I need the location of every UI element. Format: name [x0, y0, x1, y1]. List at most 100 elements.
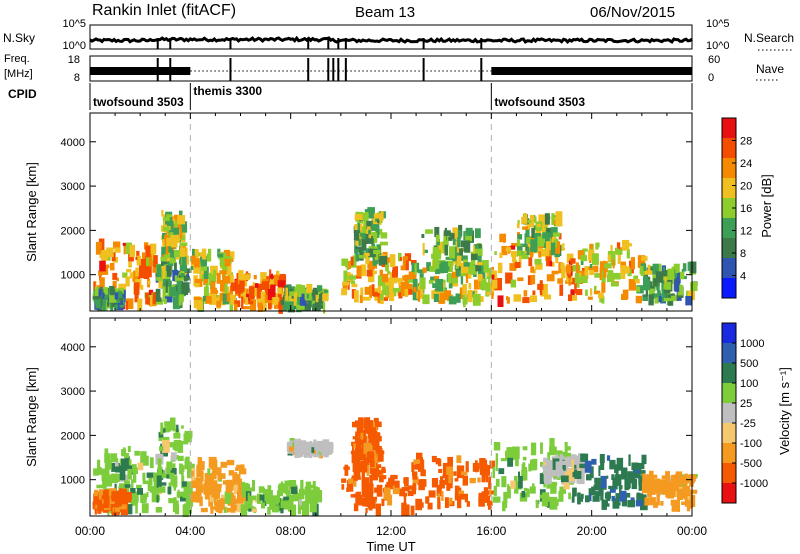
heatmap-cell [415, 461, 421, 470]
heatmap-cell [94, 489, 98, 497]
heatmap-cell [543, 460, 552, 472]
heatmap-cell [181, 282, 190, 292]
heatmap-cell [638, 465, 642, 474]
velocity-heatmap-blocks [92, 417, 698, 518]
colorbar-swatch [722, 138, 736, 159]
heatmap-cell [385, 484, 391, 488]
heatmap-cell [421, 234, 425, 238]
heatmap-cell [176, 277, 183, 281]
heatmap-cell [236, 503, 244, 513]
heatmap-cell [363, 460, 366, 465]
heatmap-cell [385, 277, 389, 289]
heatmap-cell [272, 495, 281, 505]
heatmap-cell [637, 462, 645, 470]
heatmap-cell [420, 469, 426, 477]
heatmap-cell [663, 267, 666, 272]
heatmap-cell [121, 449, 127, 457]
heatmap-cell [653, 474, 658, 479]
heatmap-cell [106, 479, 113, 487]
heatmap-cell [621, 467, 628, 480]
heatmap-cell [292, 492, 300, 502]
heatmap-cell [607, 270, 614, 279]
heatmap-cell [304, 441, 311, 453]
heatmap-cell [405, 504, 410, 517]
heatmap-cell [164, 421, 173, 427]
heatmap-cell [485, 474, 488, 483]
heatmap-cell [132, 464, 137, 473]
heatmap-cell [478, 496, 485, 507]
heatmap-cell [209, 480, 218, 492]
heatmap-cell [368, 248, 373, 257]
heatmap-cell [379, 241, 388, 246]
heatmap-cell [208, 456, 217, 468]
heatmap-cell [427, 502, 433, 510]
heatmap-cell [394, 481, 400, 488]
heatmap-cell [278, 502, 282, 511]
x-tick-label: 16:00 [476, 524, 506, 538]
heatmap-cell [97, 467, 102, 475]
heatmap-cell [661, 291, 666, 303]
heatmap-cell [166, 265, 172, 277]
heatmap-cell [257, 302, 263, 312]
heatmap-cell [341, 484, 345, 490]
heatmap-cell [649, 281, 655, 295]
heatmap-cell [506, 447, 515, 454]
heatmap-cell [161, 439, 170, 453]
heatmap-cell [522, 297, 530, 304]
velocity-panel: 1000 2000 3000 4000 00:00 04:00 08:00 12:00 16:… [24, 317, 792, 554]
heatmap-cell [371, 469, 379, 481]
heatmap-cell [517, 244, 522, 257]
cpid-segment-label: twofsound 3503 [494, 95, 585, 109]
heatmap-cell [290, 486, 298, 494]
heatmap-cell [103, 287, 108, 295]
colorbar-tick-label: -1000 [740, 478, 768, 490]
heatmap-cell [176, 491, 184, 498]
heatmap-cell [142, 472, 146, 481]
heatmap-cell [425, 229, 433, 234]
colorbar-tick-label: -500 [740, 458, 762, 470]
heatmap-cell [457, 496, 462, 509]
heatmap-cell [568, 272, 571, 286]
heatmap-cell [168, 229, 175, 233]
heatmap-cell [229, 299, 233, 312]
heatmap-cell [179, 236, 186, 241]
heatmap-cell [402, 275, 409, 281]
heatmap-cell [643, 276, 648, 287]
heatmap-cell [652, 478, 658, 490]
heatmap-cell [616, 242, 621, 251]
heatmap-cell [648, 484, 656, 491]
heatmap-cell [233, 303, 238, 311]
heatmap-cell [364, 417, 371, 429]
heatmap-cell [467, 289, 473, 303]
heatmap-cell [196, 464, 202, 478]
colorbar-swatch [722, 178, 736, 199]
heatmap-cell [654, 297, 659, 304]
heatmap-cell [162, 239, 165, 248]
heatmap-cell [646, 474, 649, 481]
heatmap-cell [126, 298, 134, 309]
heatmap-cell [238, 468, 247, 475]
heatmap-cell [593, 290, 601, 295]
heatmap-cell [585, 495, 590, 503]
heatmap-cell [206, 253, 211, 262]
heatmap-cell [521, 250, 529, 260]
heatmap-cell [398, 281, 406, 288]
heatmap-cell [219, 255, 224, 267]
heatmap-cell [546, 237, 551, 250]
heatmap-cell [489, 460, 495, 469]
heatmap-cell [191, 471, 194, 477]
colorbar-swatch [722, 423, 736, 444]
heatmap-cell [139, 259, 147, 270]
heatmap-cell [622, 289, 629, 300]
heatmap-cell [577, 250, 584, 260]
heatmap-cell [637, 255, 646, 268]
heatmap-cell [141, 503, 149, 514]
heatmap-cell [458, 487, 462, 492]
heatmap-cell [149, 457, 154, 469]
heatmap-cell [111, 252, 116, 261]
heatmap-cell [389, 272, 398, 284]
heatmap-cell [471, 265, 477, 275]
heatmap-cell [173, 432, 181, 439]
heatmap-cell [380, 470, 383, 475]
heatmap-cell [521, 469, 528, 481]
